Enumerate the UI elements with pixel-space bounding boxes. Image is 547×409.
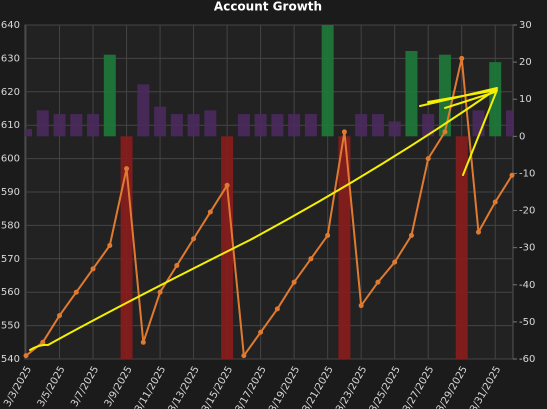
point [90, 266, 96, 272]
bar [338, 136, 351, 359]
point [509, 172, 515, 178]
bar [137, 84, 150, 137]
point [492, 199, 498, 205]
y2-tick-label: 30 [519, 20, 532, 31]
y-tick-label: 610 [1, 120, 20, 131]
bar [405, 50, 418, 137]
y-tick-label: 590 [1, 187, 20, 198]
y2-tick-label: -40 [519, 280, 535, 291]
point [57, 313, 63, 319]
bar [455, 136, 468, 359]
point [107, 242, 113, 248]
y2-tick-label: -60 [519, 354, 535, 365]
point [124, 166, 130, 172]
chart-title: Account Growth [214, 0, 322, 14]
y2-tick-label: -30 [519, 243, 535, 254]
bar [237, 114, 250, 137]
point [23, 353, 29, 359]
point [224, 182, 230, 188]
point [274, 306, 280, 312]
point [425, 156, 431, 162]
y-tick-label: 570 [1, 254, 20, 265]
bar [371, 114, 384, 137]
y2-tick-label: -10 [519, 168, 535, 179]
bar [154, 106, 167, 137]
point [157, 289, 163, 295]
bar [25, 128, 32, 137]
y2-tick-label: -50 [519, 317, 535, 328]
line [25, 58, 513, 359]
y-tick-label: 550 [1, 321, 20, 332]
bar [422, 114, 435, 137]
point [475, 229, 481, 235]
bar [321, 25, 334, 137]
bar [187, 114, 200, 137]
y-tick-label: 600 [1, 154, 20, 165]
point [258, 329, 264, 335]
point [341, 129, 347, 135]
y2-tick-label: 10 [519, 94, 532, 105]
point [241, 353, 247, 359]
bar [388, 121, 401, 137]
point [73, 289, 79, 295]
y-tick-label: 580 [1, 220, 20, 231]
point [207, 209, 213, 215]
bar [221, 136, 234, 359]
point [442, 129, 448, 135]
bar [204, 110, 217, 137]
bar [254, 114, 267, 137]
point [40, 339, 46, 345]
y-tick-label: 540 [1, 354, 20, 365]
y-tick-label: 560 [1, 287, 20, 298]
bar [87, 114, 100, 137]
bar [170, 114, 183, 137]
bar [271, 114, 284, 137]
bar [489, 62, 502, 137]
bar [70, 114, 83, 137]
point [358, 303, 364, 309]
point [408, 232, 414, 238]
y-tick-label: 630 [1, 53, 20, 64]
point [459, 55, 465, 61]
y2-tick-label: 0 [519, 131, 525, 142]
bar [304, 114, 317, 137]
annotation-arrow [29, 87, 498, 351]
y-tick-label: 640 [1, 20, 20, 31]
point [174, 262, 180, 268]
point [375, 279, 381, 285]
point [325, 232, 331, 238]
point [140, 339, 146, 345]
bar [288, 114, 301, 137]
y-tick-label: 620 [1, 87, 20, 98]
y2-tick-label: -20 [519, 206, 535, 217]
bar [506, 110, 513, 137]
bar [103, 54, 116, 137]
y2-tick-label: 20 [519, 57, 532, 68]
point [291, 279, 297, 285]
bar [355, 114, 368, 137]
point [392, 259, 398, 265]
point [191, 236, 197, 242]
point [308, 256, 314, 262]
bar [36, 110, 49, 137]
bar [53, 114, 66, 137]
